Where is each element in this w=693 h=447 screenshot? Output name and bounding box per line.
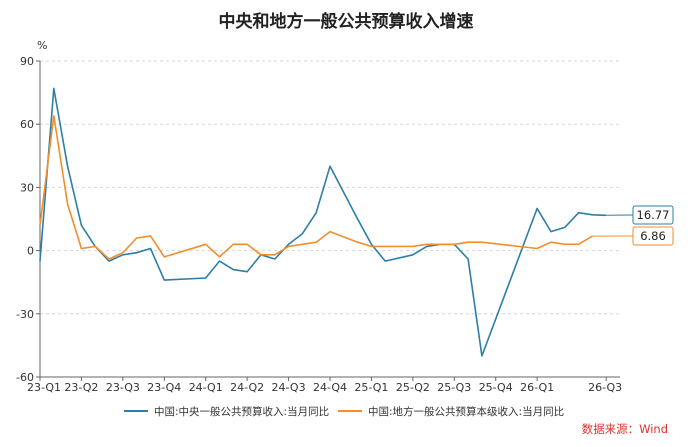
x-axis-ticks: 23-Q1 23-Q2 23-Q3 23-Q4 24-Q1 24-Q2 24-Q3 24-Q4… — [27, 377, 622, 394]
x-tick-label: 23-Q3 — [106, 381, 140, 394]
source-note: 数据来源：Wind — [582, 422, 668, 436]
y-tick-label: -60 — [16, 371, 34, 384]
x-tick-label: 24-Q1 — [189, 381, 223, 394]
x-tick-label: 26-Q3 — [588, 381, 622, 394]
legend-label: 中国:中央一般公共预算收入:当月同比 — [154, 405, 329, 418]
y-tick-label: 0 — [27, 245, 34, 258]
x-tick-label: 26-Q1 — [520, 381, 554, 394]
end-label-box — [632, 205, 674, 225]
x-tick-label: 25-Q4 — [479, 381, 513, 394]
x-tick-label: 23-Q4 — [147, 381, 181, 394]
x-tick-label: 24-Q2 — [230, 381, 264, 394]
end-labels: 16.77 6.86 — [592, 205, 674, 246]
y-tick-label: 90 — [20, 55, 34, 68]
x-tick-label: 23-Q1 — [27, 381, 61, 394]
chart-title: 中央和地方一般公共预算收入增速 — [219, 11, 474, 32]
series-line-0 — [39, 87, 607, 357]
end-label-value: 16.77 — [637, 208, 670, 222]
x-tick-label: 25-Q2 — [396, 381, 430, 394]
end-label-value: 6.86 — [640, 229, 666, 243]
x-tick-label: 24-Q4 — [313, 381, 347, 394]
y-tick-label: 30 — [20, 181, 34, 194]
legend-label: 中国:地方一般公共预算本级收入:当月同比 — [368, 405, 564, 418]
legend: 中国:中央一般公共预算收入:当月同比 中国:地方一般公共预算本级收入:当月同比 — [124, 405, 564, 418]
gridlines — [40, 60, 620, 315]
end-label-box — [632, 226, 674, 246]
series-lines — [39, 87, 607, 357]
series-line-1 — [39, 115, 593, 260]
x-tick-label: 25-Q1 — [354, 381, 388, 394]
y-tick-label: -30 — [16, 308, 34, 321]
y-tick-label: 60 — [20, 118, 34, 131]
x-tick-label: 23-Q2 — [64, 381, 98, 394]
y-axis-ticks: -60 -30 0 30 60 90 — [16, 55, 40, 384]
x-tick-label: 25-Q3 — [437, 381, 471, 394]
y-axis-unit: % — [37, 39, 47, 52]
x-tick-label: 24-Q3 — [272, 381, 306, 394]
